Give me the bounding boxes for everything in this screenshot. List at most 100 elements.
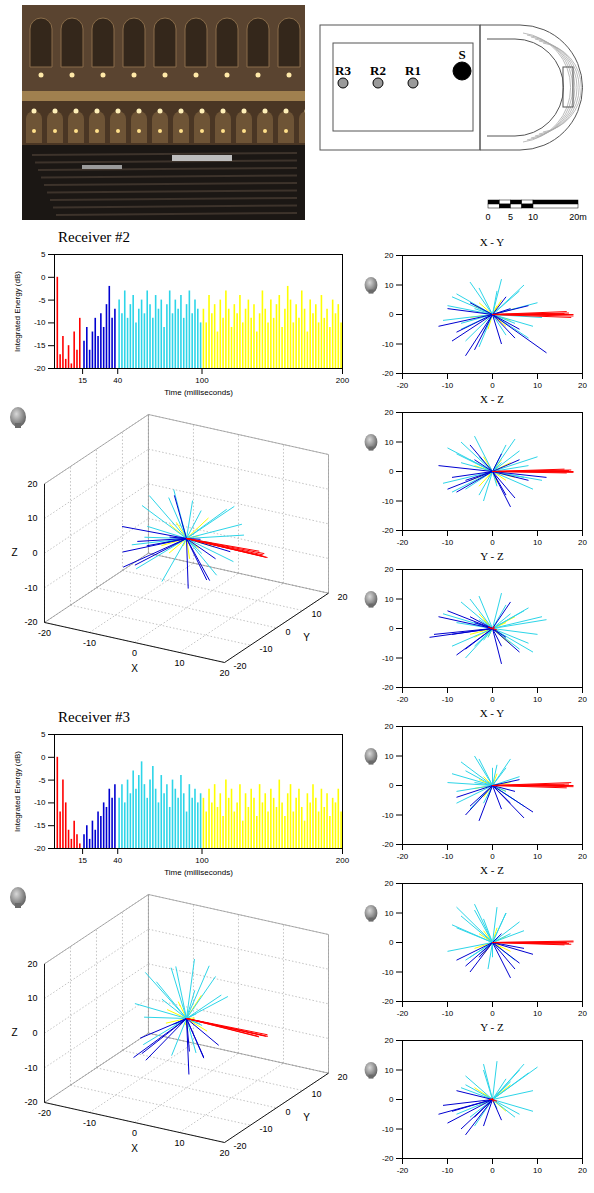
svg-text:Y: Y	[303, 1112, 310, 1123]
svg-text:15: 15	[78, 376, 87, 385]
svg-text:10: 10	[27, 513, 37, 523]
svg-text:10: 10	[533, 695, 542, 704]
svg-text:10: 10	[385, 438, 394, 447]
svg-text:-20: -20	[382, 997, 394, 1006]
svg-text:Z: Z	[11, 1027, 17, 1038]
svg-text:200: 200	[336, 856, 350, 865]
svg-text:-20: -20	[38, 628, 51, 638]
svg-text:R3: R3	[335, 63, 351, 78]
svg-text:0: 0	[389, 1095, 394, 1104]
svg-text:20: 20	[578, 1166, 587, 1175]
svg-text:20: 20	[578, 695, 587, 704]
svg-text:-10: -10	[24, 1063, 37, 1073]
svg-text:-20: -20	[38, 1108, 51, 1118]
svg-text:-20: -20	[234, 661, 247, 671]
svg-text:-15: -15	[34, 821, 46, 830]
svg-text:0: 0	[490, 852, 495, 861]
svg-text:20: 20	[385, 1036, 394, 1045]
svg-text:-10: -10	[442, 695, 454, 704]
svg-text:-20: -20	[397, 1009, 409, 1018]
svg-text:-20: -20	[397, 852, 409, 861]
svg-text:10: 10	[533, 381, 542, 390]
svg-text:100: 100	[195, 856, 209, 865]
svg-text:R1: R1	[405, 63, 421, 78]
svg-text:-20: -20	[397, 538, 409, 547]
svg-text:0: 0	[286, 627, 291, 637]
svg-text:10: 10	[528, 212, 538, 222]
svg-text:0: 0	[132, 648, 137, 658]
svg-text:-20: -20	[24, 617, 37, 627]
svg-text:20: 20	[385, 565, 394, 574]
svg-text:Integrated Energy (dB): Integrated Energy (dB)	[13, 751, 22, 832]
svg-text:20: 20	[578, 1009, 587, 1018]
svg-text:-10: -10	[442, 381, 454, 390]
svg-text:10: 10	[385, 1066, 394, 1075]
svg-text:10: 10	[533, 852, 542, 861]
svg-text:-10: -10	[382, 497, 394, 506]
svg-text:0: 0	[32, 548, 37, 558]
svg-text:-15: -15	[34, 341, 46, 350]
svg-text:20: 20	[578, 538, 587, 547]
svg-text:-20: -20	[34, 844, 46, 853]
svg-text:-10: -10	[34, 318, 46, 327]
svg-text:-10: -10	[382, 968, 394, 977]
svg-text:-10: -10	[382, 654, 394, 663]
svg-text:10: 10	[175, 1138, 185, 1148]
svg-text:-10: -10	[382, 340, 394, 349]
svg-text:20: 20	[338, 592, 348, 602]
svg-text:Time (milliseconds): Time (milliseconds)	[164, 868, 233, 877]
svg-text:-20: -20	[382, 526, 394, 535]
svg-text:0: 0	[389, 624, 394, 633]
svg-text:-20: -20	[24, 1097, 37, 1107]
svg-text:0: 0	[41, 273, 46, 282]
svg-text:Time (milliseconds): Time (milliseconds)	[164, 388, 233, 397]
svg-text:200: 200	[336, 376, 350, 385]
svg-text:10: 10	[385, 281, 394, 290]
svg-text:10: 10	[175, 658, 185, 668]
svg-text:10: 10	[533, 538, 542, 547]
svg-text:-10: -10	[260, 1124, 273, 1134]
svg-text:-10: -10	[24, 583, 37, 593]
svg-text:-20: -20	[34, 364, 46, 373]
svg-text:5: 5	[41, 250, 46, 259]
svg-text:20: 20	[578, 852, 587, 861]
svg-text:10: 10	[27, 993, 37, 1003]
svg-text:0: 0	[132, 1128, 137, 1138]
svg-text:-5: -5	[38, 296, 46, 305]
svg-text:20: 20	[220, 1148, 230, 1158]
svg-text:20: 20	[385, 408, 394, 417]
svg-text:0: 0	[389, 938, 394, 947]
svg-text:-20: -20	[382, 369, 394, 378]
svg-text:-10: -10	[442, 852, 454, 861]
svg-text:20m: 20m	[569, 212, 587, 222]
svg-text:0: 0	[490, 1166, 495, 1175]
svg-text:20: 20	[578, 381, 587, 390]
svg-text:20: 20	[27, 959, 37, 969]
svg-text:0: 0	[389, 467, 394, 476]
svg-text:0: 0	[41, 753, 46, 762]
svg-text:20: 20	[385, 879, 394, 888]
svg-text:40: 40	[113, 376, 122, 385]
svg-text:-10: -10	[442, 1009, 454, 1018]
svg-text:0: 0	[389, 310, 394, 319]
svg-text:40: 40	[113, 856, 122, 865]
svg-text:10: 10	[385, 595, 394, 604]
svg-text:X: X	[131, 1143, 138, 1154]
svg-text:0: 0	[485, 212, 490, 222]
svg-text:-20: -20	[234, 1141, 247, 1151]
svg-text:-10: -10	[260, 644, 273, 654]
svg-text:20: 20	[385, 722, 394, 731]
svg-text:0: 0	[490, 381, 495, 390]
svg-text:-10: -10	[382, 811, 394, 820]
svg-text:-5: -5	[38, 776, 46, 785]
svg-text:20: 20	[385, 251, 394, 260]
svg-text:0: 0	[389, 781, 394, 790]
svg-text:10: 10	[533, 1009, 542, 1018]
svg-text:-20: -20	[382, 683, 394, 692]
svg-text:20: 20	[27, 479, 37, 489]
svg-text:-20: -20	[382, 840, 394, 849]
svg-text:0: 0	[490, 695, 495, 704]
svg-text:20: 20	[338, 1072, 348, 1082]
svg-text:0: 0	[490, 1009, 495, 1018]
svg-text:10: 10	[385, 752, 394, 761]
